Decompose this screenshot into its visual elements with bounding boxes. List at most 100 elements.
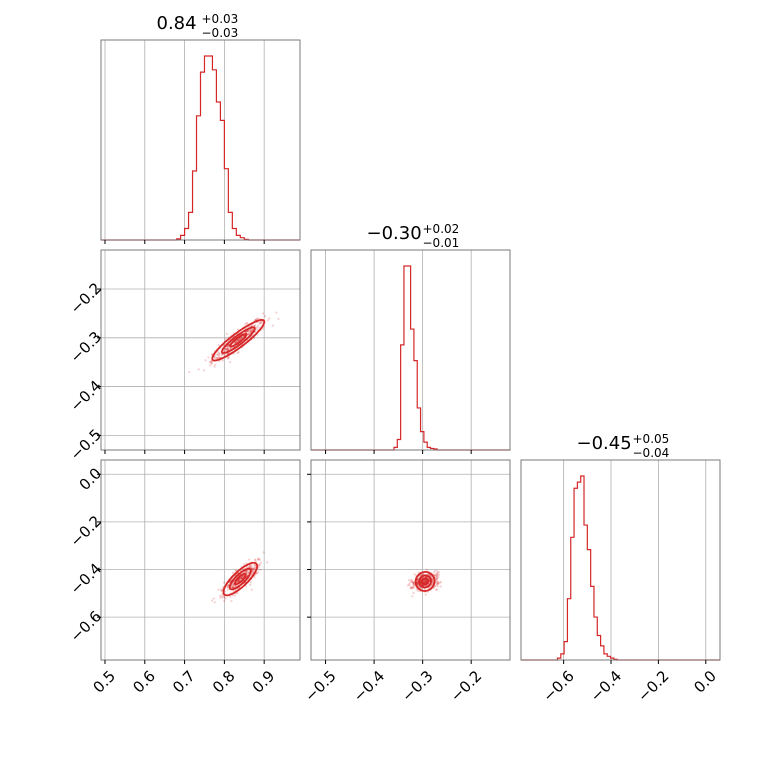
sample-point (237, 579, 240, 582)
sample-point (424, 579, 427, 582)
sample-point (264, 314, 267, 318)
x-tick-label: −0.2 (447, 667, 485, 705)
sample-point (434, 584, 437, 588)
sample-point (219, 596, 222, 599)
sample-point (241, 336, 244, 339)
sample-point (232, 583, 235, 586)
sample-point (436, 580, 439, 584)
sample-point (246, 330, 249, 333)
sample-point (212, 597, 215, 600)
sample-point (411, 581, 414, 584)
sample-point (239, 337, 242, 341)
sample-point (239, 337, 242, 340)
sample-point (410, 579, 413, 582)
sample-point (229, 595, 232, 598)
sample-point (226, 585, 229, 588)
sample-point (202, 369, 206, 372)
sample-point (424, 579, 427, 582)
sample-point (436, 580, 439, 583)
sample-point (227, 357, 230, 360)
scatter-panel-0-1 (97, 249, 301, 454)
sample-point (409, 587, 412, 590)
sample-point (220, 589, 223, 593)
sample-point (246, 569, 250, 572)
sample-point (188, 371, 191, 374)
sample-point (227, 347, 230, 350)
sample-point (248, 332, 251, 335)
sample-point (256, 317, 260, 320)
sample-point (249, 583, 252, 586)
sample-point (223, 596, 226, 599)
y-tick-label: −0.3 (67, 328, 105, 366)
title-minus-2: −0.04 (633, 446, 670, 460)
sample-point (242, 563, 246, 566)
sample-point (411, 580, 414, 584)
x-tick-label: −0.5 (301, 667, 339, 705)
sample-point (256, 328, 259, 331)
sample-point (225, 332, 229, 335)
sample-point (226, 356, 230, 359)
sample-point (427, 573, 430, 576)
x-tick-label: −0.2 (634, 667, 672, 705)
sample-point (257, 558, 260, 561)
sample-point (431, 580, 434, 583)
sample-point (220, 353, 224, 357)
histogram-line-1 (311, 265, 511, 451)
sample-point (435, 583, 438, 586)
sample-point (429, 574, 432, 577)
sample-point (412, 591, 415, 595)
sample-point (234, 341, 237, 344)
sample-point (249, 328, 253, 332)
contour-0 (234, 573, 247, 586)
sample-point (253, 558, 257, 561)
sample-point (237, 578, 241, 581)
sample-point (226, 585, 229, 589)
sample-point (249, 581, 252, 584)
sample-point (410, 586, 413, 590)
sample-point (416, 581, 419, 584)
sample-point (256, 317, 259, 320)
panel-frame (310, 459, 511, 661)
x-tick-label: 0.6 (129, 667, 159, 697)
sample-point (231, 584, 234, 587)
sample-point (211, 599, 214, 602)
histogram-line-2 (521, 475, 720, 661)
sample-point (219, 588, 223, 591)
histogram-panel-1: −0.30 +0.02−0.01 (310, 222, 511, 454)
sample-point (436, 583, 439, 586)
sample-point (424, 579, 427, 583)
sample-point (423, 581, 426, 584)
sample-point (435, 578, 438, 582)
sample-point (256, 324, 260, 327)
sample-point (413, 586, 416, 589)
sample-point (259, 561, 262, 564)
sample-point (412, 581, 415, 584)
sample-point (227, 347, 230, 350)
sample-point (237, 579, 240, 582)
sample-point (250, 330, 253, 333)
sample-point (437, 573, 440, 576)
sample-point (433, 571, 436, 574)
title-plus-2: +0.05 (633, 432, 670, 446)
sample-point (257, 558, 260, 561)
sample-point (218, 352, 221, 355)
panel-frame (520, 459, 721, 661)
sample-point (246, 565, 250, 569)
sample-point (413, 573, 416, 576)
sample-point (258, 558, 262, 561)
sample-point (230, 585, 233, 589)
sample-point (221, 596, 224, 599)
sample-point (218, 352, 221, 355)
y-tick-label: −0.4 (67, 560, 105, 598)
sample-point (210, 362, 213, 365)
sample-point (214, 357, 217, 360)
sample-point (258, 322, 262, 325)
sample-point (246, 570, 249, 573)
sample-point (417, 590, 420, 593)
panel-frame (100, 459, 301, 661)
title-value-1: −0.30 (367, 223, 422, 244)
sample-point (424, 580, 427, 583)
x-tick-label: −0.6 (539, 667, 577, 705)
histogram-panel-0: 0.84 +0.03−0.03 (100, 12, 301, 244)
sample-point (231, 585, 234, 588)
